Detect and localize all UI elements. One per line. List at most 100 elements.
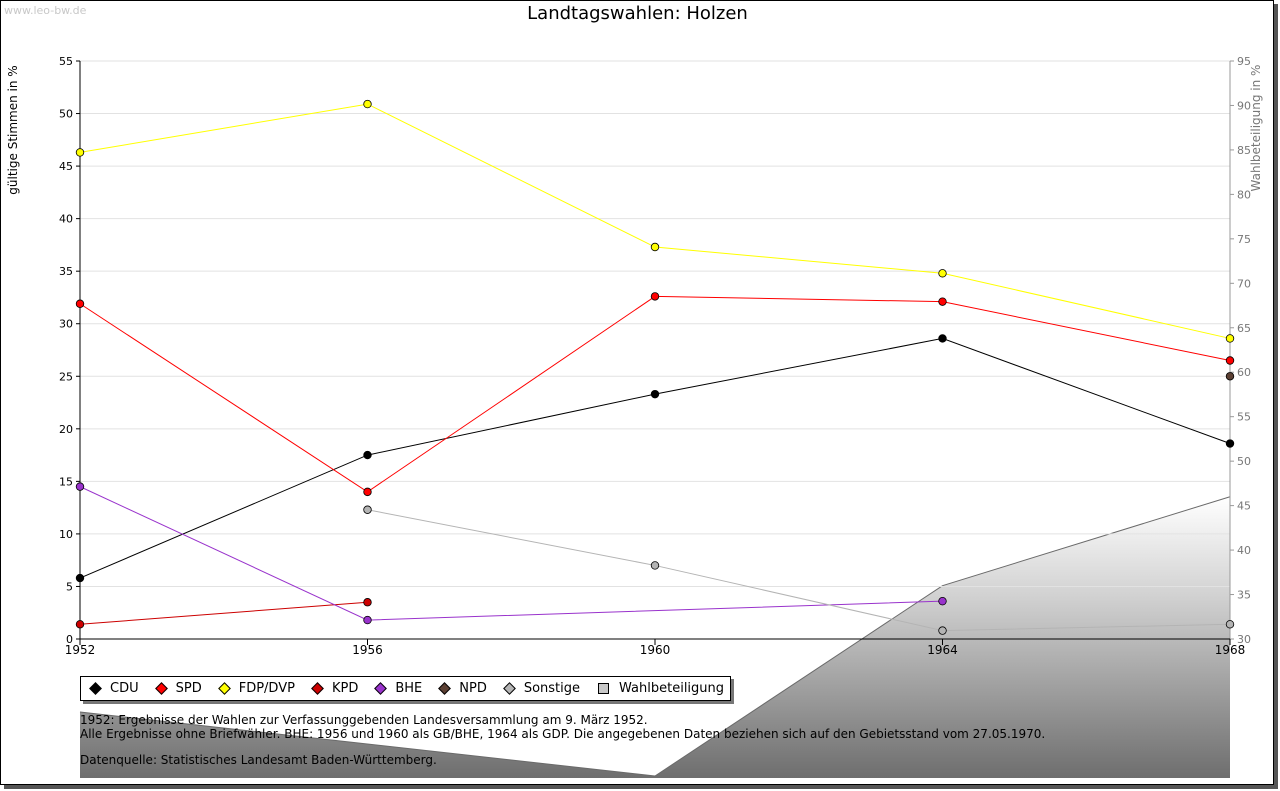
data-point-spd: [650, 292, 660, 301]
legend-label: BHE: [395, 681, 423, 696]
y-tick-label: 15: [59, 475, 73, 488]
data-point-spd: [363, 487, 372, 497]
data-point-cdu: [363, 450, 372, 460]
legend-label: Wahlbeteiligung: [619, 681, 725, 696]
y2-tick-label: 70: [1237, 277, 1251, 290]
note-line-1: 1952: Ergebnisse der Wahlen zur Verfassu…: [80, 713, 648, 727]
points-layer: [75, 99, 1235, 635]
data-point-sonstige: [1225, 620, 1235, 629]
x-tick-label: 1952: [65, 643, 96, 657]
legend-marker: [154, 682, 168, 695]
turnout-area-layer: [79, 496, 1231, 778]
y-tick-label: 45: [59, 160, 73, 173]
x-tick-label: 1960: [640, 643, 671, 657]
grid-layer: [80, 60, 1230, 587]
data-point-spd: [938, 297, 947, 306]
data-point-cdu: [938, 334, 947, 343]
y2-tick-label: 55: [1237, 411, 1251, 424]
y2-tick-label: 35: [1237, 589, 1251, 602]
legend-label: NPD: [459, 681, 487, 696]
y2-tick-label: 45: [1237, 500, 1251, 513]
legend-item: NPD: [436, 681, 487, 696]
footnotes: 1952: Ergebnisse der Wahlen zur Verfassu…: [80, 713, 1045, 767]
y2-tick-label: 80: [1237, 188, 1251, 201]
legend-label: FDP/DVP: [238, 681, 295, 696]
data-point-sonstige: [938, 626, 947, 635]
legend-item: FDP/DVP: [216, 681, 295, 696]
watermark: www.leo-bw.de: [4, 4, 87, 17]
y-tick-label: 50: [59, 108, 73, 121]
data-point-spd: [75, 299, 85, 308]
y2-tick-label: 90: [1237, 99, 1251, 112]
data-point-bhe: [363, 615, 372, 625]
legend-item: Wahlbeteiligung: [594, 681, 724, 696]
y-tick-label: 20: [59, 423, 73, 436]
y-tick-label: 55: [59, 55, 73, 68]
y2-tick-label: 75: [1237, 233, 1251, 246]
series-line-sonstige: [367, 509, 1231, 632]
note-source: Datenquelle: Statistisches Landesamt Bad…: [80, 753, 437, 767]
data-point-fdp-dvp: [938, 269, 947, 278]
legend-item: Sonstige: [501, 681, 580, 696]
x-tick-label: 1968: [1215, 643, 1246, 657]
data-point-npd: [1225, 372, 1235, 381]
legend-item: KPD: [309, 681, 358, 696]
y2-tick-label: 50: [1237, 455, 1251, 468]
legend-label: CDU: [110, 681, 139, 696]
y-tick-label: 0: [66, 633, 73, 646]
data-point-fdp-dvp: [1225, 334, 1235, 343]
y2-tick-label: 60: [1237, 366, 1251, 379]
data-point-fdp-dvp: [650, 242, 660, 252]
data-point-bhe: [938, 596, 947, 606]
data-point-cdu: [1225, 439, 1235, 448]
series-line-bhe: [79, 486, 943, 621]
legend-marker: [502, 682, 516, 695]
x-tick-label: 1956: [352, 643, 383, 657]
legend-item: BHE: [372, 681, 422, 696]
legend-label: SPD: [175, 681, 202, 696]
legend-item: CDU: [87, 681, 139, 696]
legend-item: SPD: [153, 681, 202, 696]
legend-label: Sonstige: [523, 681, 581, 696]
legend-marker: [217, 682, 231, 695]
legend-label: KPD: [331, 681, 359, 696]
data-point-kpd: [75, 620, 85, 629]
data-point-spd: [1225, 356, 1235, 365]
axes-layer: 0 5 10 15 20 25 30 35 40 45 50 55 30 35 40 45 50 55 60 65 70…: [6, 55, 1263, 657]
data-point-sonstige: [650, 561, 660, 570]
y-tick-label: 5: [66, 580, 73, 593]
note-line-2: Alle Ergebnisse ohne Briefwähler. BHE: 1…: [80, 727, 1046, 741]
y-tick-label: 25: [59, 370, 73, 383]
series-line-fdp-dvp: [79, 103, 1231, 339]
data-point-fdp-dvp: [75, 148, 85, 157]
series-line-kpd: [79, 601, 368, 625]
turnout-area: [80, 496, 1230, 778]
turnout-line: [79, 496, 1231, 777]
y-tick-label: 10: [59, 528, 73, 541]
y-tick-label: 35: [59, 265, 73, 278]
y-axis-label: gültige Stimmen in %: [6, 65, 20, 194]
legend: CDU SPD FDP/DVP KPD BHE NPD Sonstige Wahlbeteil…: [80, 676, 732, 701]
data-point-fdp-dvp: [363, 99, 372, 109]
legend-marker: [598, 683, 610, 694]
data-point-cdu: [650, 389, 660, 399]
data-point-sonstige: [363, 505, 372, 514]
legend-marker: [311, 682, 324, 695]
series-line-cdu: [79, 337, 1231, 579]
y2-tick-label: 85: [1237, 144, 1251, 157]
y2-tick-label: 40: [1237, 544, 1251, 557]
y2-tick-label: 30: [1237, 633, 1251, 646]
y-tick-label: 40: [59, 213, 73, 226]
chart-title: Landtagswahlen: Holzen: [527, 3, 748, 24]
data-point-bhe: [75, 482, 85, 491]
y-tick-label: 30: [59, 318, 73, 331]
y2-tick-label: 65: [1237, 322, 1251, 335]
y2-axis-label: Wahlbeteiligung in %: [1249, 65, 1263, 192]
legend-marker: [438, 682, 452, 695]
data-point-cdu: [75, 573, 85, 583]
data-point-kpd: [363, 598, 372, 607]
legend-marker: [374, 682, 388, 695]
legend-marker: [89, 682, 102, 695]
x-tick-label: 1964: [927, 643, 958, 657]
